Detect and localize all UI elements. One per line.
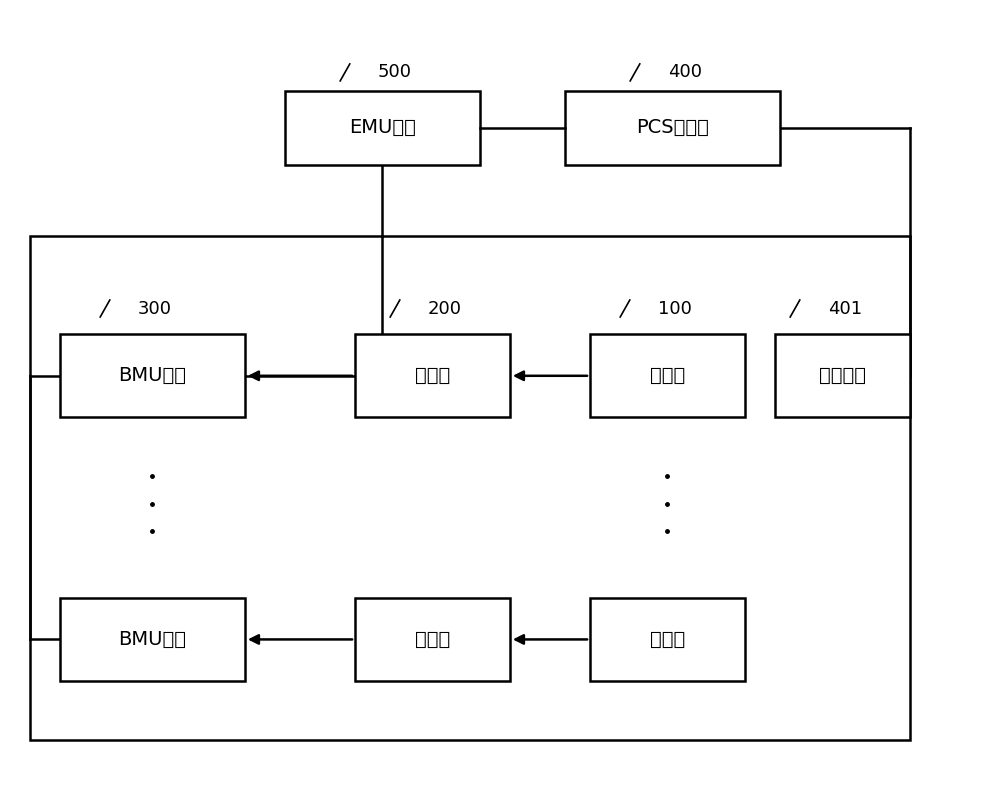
FancyBboxPatch shape — [775, 334, 910, 417]
Text: BMU模块: BMU模块 — [119, 630, 186, 649]
Text: PCS变流器: PCS变流器 — [636, 118, 709, 138]
FancyBboxPatch shape — [355, 598, 510, 681]
Text: 电池包: 电池包 — [650, 366, 685, 386]
Text: 200: 200 — [428, 300, 462, 317]
Text: 100: 100 — [658, 300, 692, 317]
Text: 探测器: 探测器 — [415, 366, 450, 386]
FancyBboxPatch shape — [355, 334, 510, 417]
Text: 隔离开关: 隔离开关 — [819, 366, 866, 386]
Text: EMU单元: EMU单元 — [349, 118, 416, 138]
FancyBboxPatch shape — [60, 334, 245, 417]
FancyBboxPatch shape — [590, 598, 745, 681]
Text: 400: 400 — [668, 64, 702, 81]
Text: 300: 300 — [138, 300, 172, 317]
Text: 500: 500 — [378, 64, 412, 81]
Text: 401: 401 — [828, 300, 862, 317]
Text: 探测器: 探测器 — [415, 630, 450, 649]
Text: BMU模块: BMU模块 — [119, 366, 186, 386]
FancyBboxPatch shape — [30, 236, 910, 740]
FancyBboxPatch shape — [60, 598, 245, 681]
Text: 电池包: 电池包 — [650, 630, 685, 649]
FancyBboxPatch shape — [590, 334, 745, 417]
FancyBboxPatch shape — [285, 91, 480, 165]
FancyBboxPatch shape — [565, 91, 780, 165]
